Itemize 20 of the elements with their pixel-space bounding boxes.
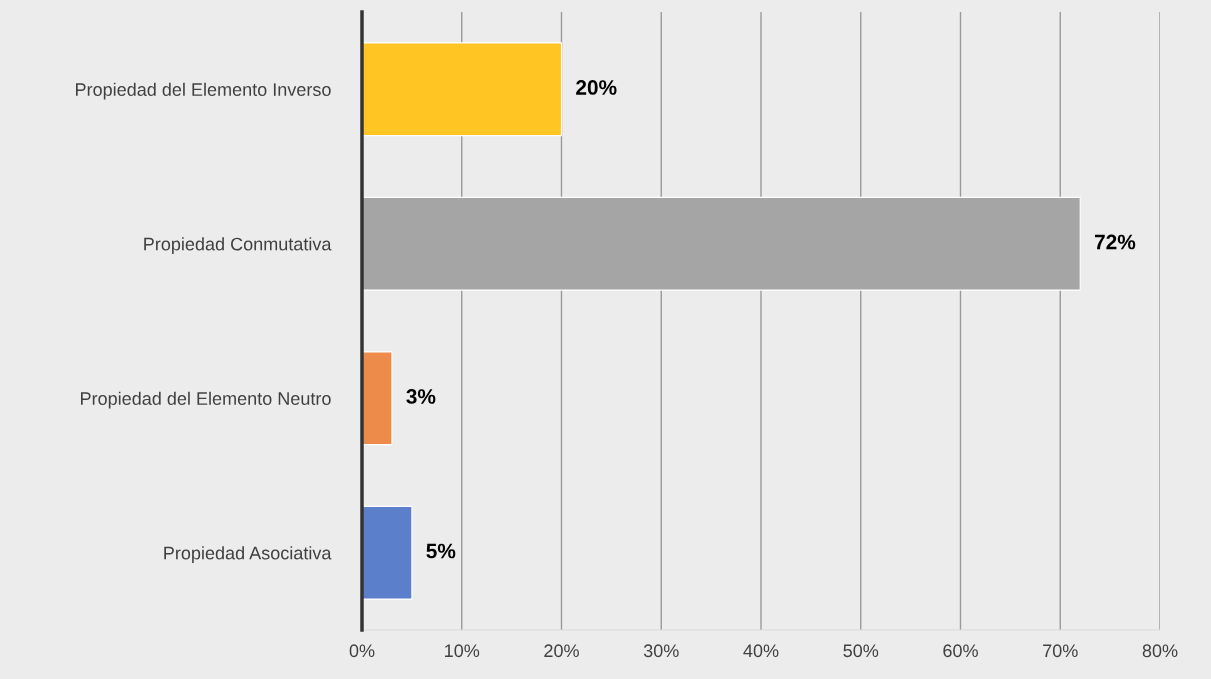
x-tick-label: 80% — [1142, 644, 1178, 658]
x-tick-label: 20% — [544, 644, 579, 658]
x-tick-label: 70% — [1043, 644, 1078, 658]
data-label: 20% — [576, 80, 617, 95]
bar — [362, 42, 563, 137]
x-tick-label: 40% — [743, 644, 779, 658]
x-tick-label: 30% — [643, 644, 679, 658]
x-tick-label: 60% — [943, 644, 978, 658]
bar — [362, 505, 413, 600]
y-tick-label: Propiedad del Elemento Inverso — [76, 82, 331, 100]
data-label: 5% — [426, 543, 456, 559]
data-label: 3% — [406, 389, 436, 404]
y-tick-label: Propiedad del Elemento Neutro — [81, 391, 331, 409]
x-tick-label: 0% — [349, 644, 375, 658]
x-tick-label: 50% — [843, 644, 879, 658]
y-tick-label: Propiedad Conmutativa — [144, 237, 332, 255]
bar — [362, 351, 393, 446]
data-label: 72% — [1094, 234, 1136, 250]
x-tick-label: 10% — [445, 644, 480, 658]
y-tick-label: Propiedad Asociativa — [164, 546, 332, 564]
